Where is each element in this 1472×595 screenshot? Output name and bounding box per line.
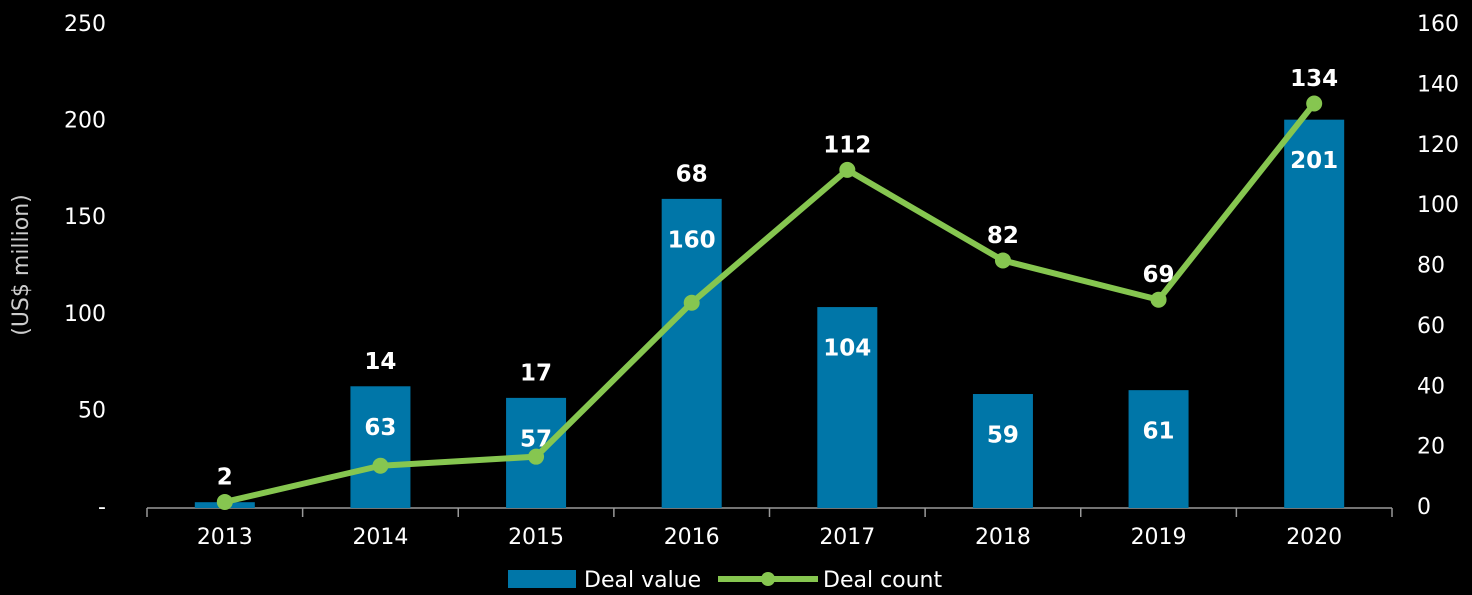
line-point (839, 161, 856, 178)
x-tick-label: 2016 (664, 525, 720, 550)
y-axis-label: (US$ million) (9, 194, 34, 336)
y-tick-label: 200 (64, 109, 106, 134)
x-tick-label: 2014 (352, 525, 408, 550)
line-point (1150, 291, 1167, 308)
bar (1128, 390, 1189, 508)
y2-tick-label: 160 (1417, 12, 1459, 37)
bar (1284, 119, 1345, 508)
bar-value-label: 63 (364, 415, 396, 441)
y-tick-label: 250 (64, 12, 106, 37)
bar (817, 307, 878, 508)
x-tick-label: 2013 (197, 525, 253, 550)
legend-swatch (508, 570, 576, 588)
bar-value-label: 104 (823, 336, 871, 362)
y2-tick-label: 100 (1417, 193, 1459, 218)
bar (661, 198, 722, 508)
y2-tick-label: 20 (1417, 435, 1445, 460)
bar (972, 394, 1033, 508)
line-value-label: 112 (823, 132, 871, 158)
line-point (372, 457, 389, 474)
x-tick-label: 2019 (1131, 525, 1187, 550)
line-value-label: 68 (676, 161, 708, 187)
y-tick-label: - (98, 495, 106, 520)
x-tick-label: 2015 (508, 525, 564, 550)
y2-tick-label: 60 (1417, 314, 1445, 339)
y-tick-label: 100 (64, 302, 106, 327)
y2-tick-label: 40 (1417, 374, 1445, 399)
line-value-label: 134 (1290, 66, 1338, 92)
y2-tick-label: 80 (1417, 254, 1445, 279)
bar (350, 386, 411, 508)
y2-tick-label: 140 (1417, 72, 1459, 97)
line-point (216, 493, 233, 510)
bar-value-label: 61 (1143, 419, 1175, 445)
line-point (683, 294, 700, 311)
bar-value-label: 59 (987, 423, 1019, 449)
line-point (1306, 95, 1323, 112)
legend-label: Deal count (823, 568, 943, 593)
line-value-label: 82 (987, 223, 1019, 249)
y2-tick-label: 0 (1417, 495, 1431, 520)
bar-value-label: 201 (1290, 148, 1338, 174)
y-tick-label: 50 (78, 398, 106, 423)
line-value-label: 17 (520, 360, 552, 386)
legend-label: Deal value (584, 568, 701, 593)
x-tick-label: 2017 (819, 525, 875, 550)
y-tick-label: 150 (64, 205, 106, 230)
x-tick-label: 2018 (975, 525, 1031, 550)
y2-tick-label: 120 (1417, 133, 1459, 158)
legend-swatch (761, 572, 775, 586)
x-tick-label: 2020 (1286, 525, 1342, 550)
line-value-label: 2 (217, 464, 233, 490)
line-point (528, 448, 545, 465)
bar-value-label: 160 (668, 227, 716, 253)
line-point (994, 252, 1011, 269)
line-value-label: 69 (1143, 262, 1175, 288)
line-value-label: 14 (364, 349, 396, 375)
line (224, 101, 1317, 505)
